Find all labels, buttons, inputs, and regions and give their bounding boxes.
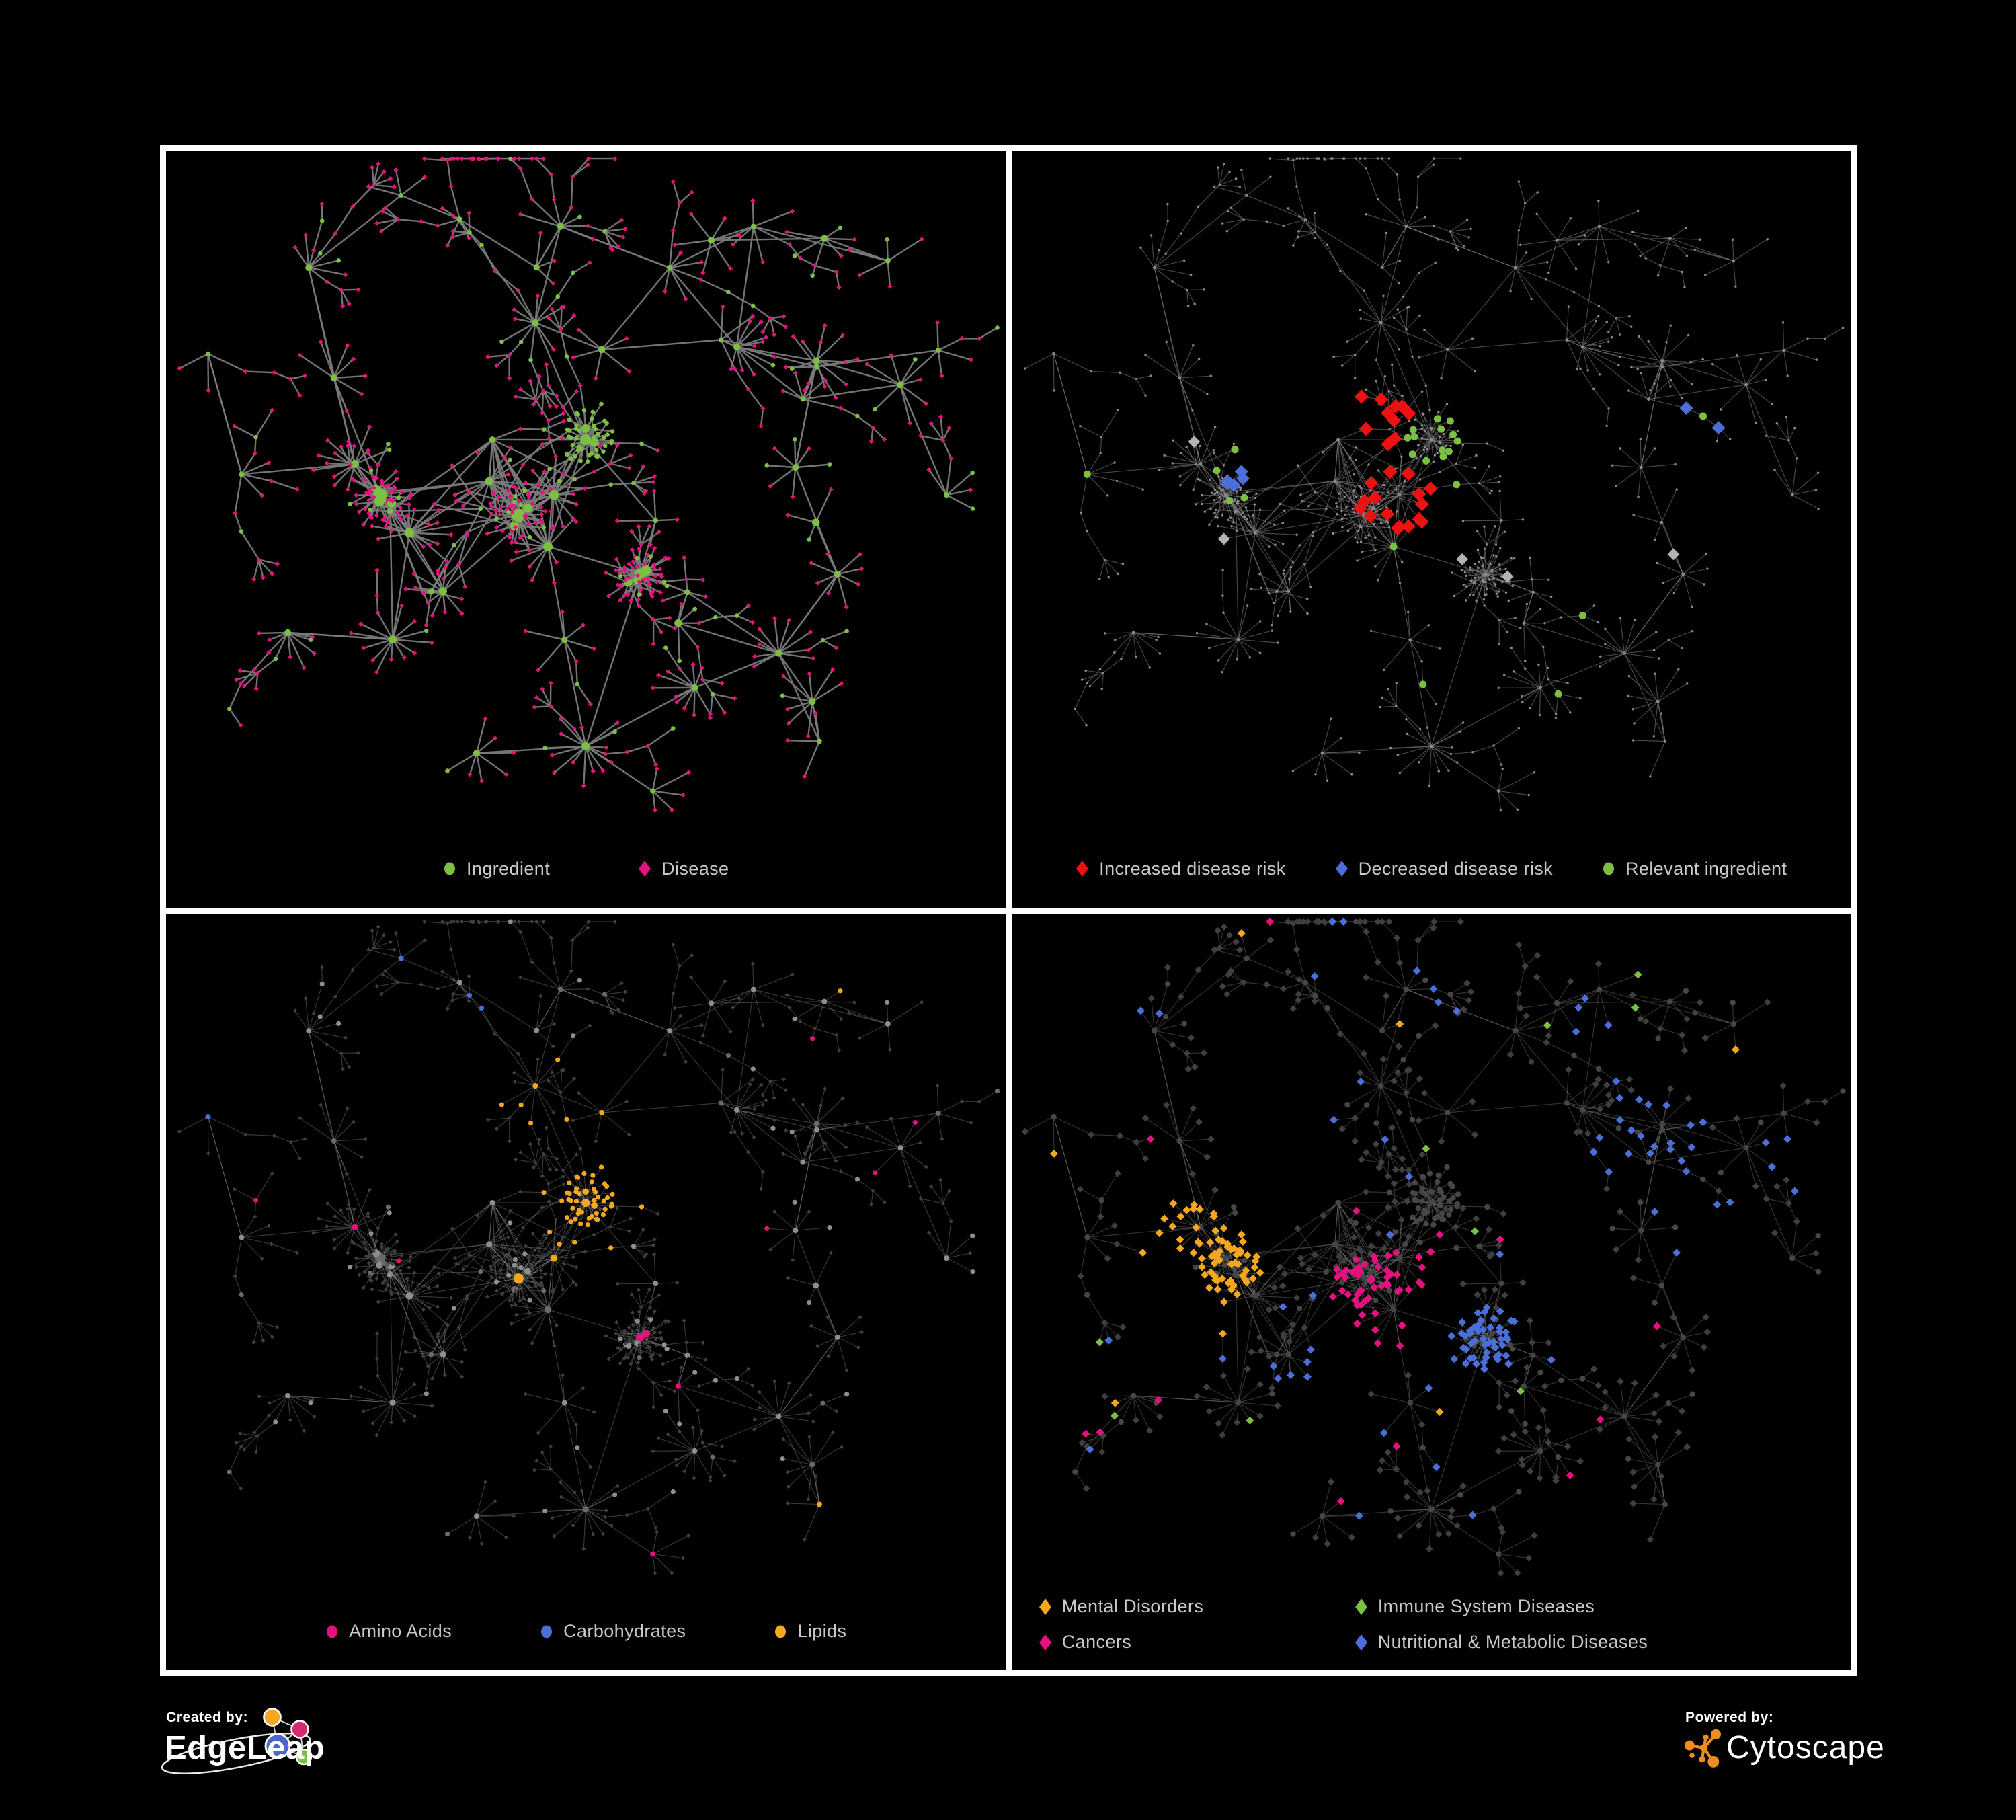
legend-item-mental-disorders: Mental Disorders [1038,1596,1354,1617]
legend-item-lipids: Lipids [773,1621,846,1642]
legend-disease-classes: Mental Disorders Immune System Diseases … [1012,1596,1851,1653]
legend-label: Immune System Diseases [1377,1596,1595,1616]
legend-label: Cancers [1061,1632,1132,1652]
network-graph-disease-risk [1023,157,1844,812]
nutritional-metabolic-marker-icon [1354,1634,1369,1651]
panel-disease-classes: Mental Disorders Immune System Diseases … [1011,913,1851,1670]
legend-item-decreased-risk: Decreased disease risk [1334,859,1553,879]
mental-disorders-marker-icon [1038,1598,1053,1616]
decreased-risk-marker-icon [1334,860,1349,877]
cancers-marker-icon [1038,1634,1053,1651]
legend-item-increased-risk: Increased disease risk [1075,859,1285,879]
ingredient-marker-icon [442,860,457,877]
legend-disease-risk: Increased disease risk Decreased disease… [1012,859,1851,879]
legend-label: Lipids [797,1621,847,1641]
legend-label: Nutritional & Metabolic Diseases [1377,1632,1648,1652]
legend-item-amino-acids: Amino Acids [325,1621,452,1642]
lipids-marker-icon [773,1623,788,1640]
legend-item-disease: Disease [637,859,729,879]
network-graph-ingredient-disease [177,156,1000,813]
edgeleap-wordmark: EdgeLeap [165,1730,325,1766]
legend-item-relevant-ingredient: Relevant ingredient [1601,859,1787,879]
legend-item-nutritional-metabolic: Nutritional & Metabolic Diseases [1354,1632,1824,1653]
cytoscape-wordmark: Cytoscape [1726,1730,1885,1766]
legend-item-carbohydrates: Carbohydrates [539,1621,686,1642]
legend-label: Relevant ingredient [1625,858,1787,879]
legend-ingredient-classes: Amino Acids Carbohydrates Lipids [166,1621,1006,1642]
carbohydrates-marker-icon [539,1623,554,1640]
powered-by-label: Powered by: [1685,1710,1774,1725]
disease-marker-icon [637,860,652,877]
legend-ingredient-disease: Ingredient Disease [166,859,1006,879]
amino-acids-marker-icon [325,1623,339,1640]
legend-label: Disease [661,858,729,879]
panel-disease-risk: Increased disease risk Decreased disease… [1011,151,1851,908]
created-by-label: Created by: [166,1710,249,1725]
panel-ingredient-disease: Ingredient Disease [166,151,1006,908]
figure-grid: Ingredient Disease Increased disease ris… [160,145,1857,1676]
legend-label: Carbohydrates [563,1621,686,1641]
legend-item-cancers: Cancers [1038,1632,1354,1653]
network-graph-disease-classes [1021,917,1846,1577]
cytoscape-logo-icon [1684,1729,1721,1768]
legend-item-ingredient: Ingredient [442,859,550,879]
network-graph-ingredient-classes [177,918,1000,1575]
panel-ingredient-classes: Amino Acids Carbohydrates Lipids [166,913,1006,1670]
legend-item-immune-diseases: Immune System Diseases [1354,1596,1824,1617]
legend-label: Ingredient [467,858,551,879]
relevant-ingredient-marker-icon [1601,860,1616,877]
legend-label: Mental Disorders [1061,1596,1204,1616]
legend-label: Decreased disease risk [1358,858,1554,879]
edgeleap-logo-icon [161,1708,313,1774]
increased-risk-marker-icon [1075,860,1090,877]
immune-diseases-marker-icon [1354,1598,1369,1616]
legend-label: Increased disease risk [1099,858,1286,879]
legend-label: Amino Acids [349,1621,452,1641]
